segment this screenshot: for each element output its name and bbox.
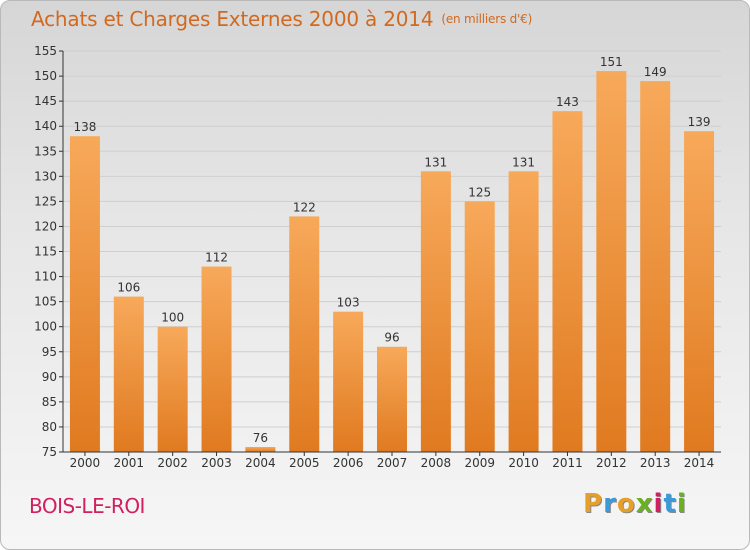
y-tick-label: 155 — [34, 44, 57, 58]
data-label-2001: 106 — [117, 281, 140, 295]
brand-letter: r — [603, 489, 617, 519]
y-tick-label: 85 — [42, 395, 57, 409]
x-tick-label: 2001 — [114, 456, 145, 470]
chart-title: Achats et Charges Externes 2000 à 2014 (e… — [31, 7, 532, 31]
bar-2001 — [113, 296, 144, 452]
x-tick-label: 2009 — [464, 456, 495, 470]
x-tick-label: 2011 — [552, 456, 583, 470]
labels: 75 80 85 90 95 100 105 110 115 120 125 130 135 140 145… — [34, 44, 714, 470]
x-tick-label: 2005 — [289, 456, 320, 470]
y-tick-label: 135 — [34, 144, 57, 158]
data-label-2003: 112 — [205, 251, 228, 265]
brand-letter: i — [653, 489, 664, 519]
y-tick-label: 100 — [34, 320, 57, 334]
bar-2005 — [289, 216, 320, 452]
bar-2013 — [640, 81, 671, 452]
commune-name: BOIS-LE-ROI — [29, 494, 145, 518]
x-tick-label: 2012 — [596, 456, 627, 470]
axes — [59, 50, 721, 456]
bars — [69, 71, 715, 453]
brand-letter: t — [663, 489, 677, 519]
brand-letter: o — [616, 489, 636, 519]
y-tick-label: 110 — [34, 270, 57, 284]
data-label-2010: 131 — [512, 155, 535, 169]
x-tick-label: 2002 — [157, 456, 188, 470]
y-tick-label: 75 — [42, 445, 57, 459]
brand-letter: P — [583, 489, 604, 519]
bar-2000 — [69, 136, 100, 452]
x-tick-label: 2000 — [70, 456, 101, 470]
bar-2008 — [420, 171, 451, 453]
y-tick-label: 140 — [34, 119, 57, 133]
y-tick-label: 80 — [42, 420, 57, 434]
data-label-2002: 100 — [161, 311, 184, 325]
x-tick-label: 2010 — [508, 456, 539, 470]
bar-2014 — [684, 131, 715, 452]
data-label-2005: 122 — [293, 200, 316, 214]
x-tick-label: 2013 — [640, 456, 671, 470]
data-label-2008: 131 — [424, 155, 447, 169]
y-tick-label: 90 — [42, 370, 57, 384]
x-tick-label: 2007 — [377, 456, 408, 470]
data-label-2004: 76 — [253, 431, 268, 445]
x-tick-label: 2003 — [201, 456, 232, 470]
data-label-2007: 96 — [384, 331, 399, 345]
y-tick-label: 130 — [34, 169, 57, 183]
bar-2010 — [508, 171, 539, 453]
y-tick-label: 115 — [34, 245, 57, 259]
y-tick-label: 105 — [34, 295, 57, 309]
data-label-2013: 149 — [644, 65, 667, 79]
x-tick-label: 2008 — [421, 456, 452, 470]
bar-2002 — [157, 326, 188, 452]
chart-unit: (en milliers d'€) — [441, 12, 533, 26]
y-tick-label: 150 — [34, 69, 57, 83]
data-label-2009: 125 — [468, 185, 491, 199]
bar-2009 — [464, 201, 495, 452]
y-tick-label: 120 — [34, 219, 57, 233]
bar-2006 — [333, 311, 364, 452]
bar-2007 — [377, 346, 407, 452]
x-tick-label: 2004 — [245, 456, 276, 470]
bar-2012 — [596, 71, 627, 453]
x-tick-label: 2014 — [684, 456, 715, 470]
bar-2004 — [245, 446, 276, 452]
data-label-2012: 151 — [600, 55, 623, 69]
y-tick-label: 95 — [42, 345, 57, 359]
bar-2011 — [552, 111, 583, 453]
data-label-2011: 143 — [556, 95, 579, 109]
brand-letter: i — [676, 489, 687, 519]
proxiti-logo: Proxiti — [583, 489, 687, 519]
data-label-2014: 139 — [688, 115, 711, 129]
y-tick-label: 145 — [34, 94, 57, 108]
bar-2003 — [201, 266, 232, 452]
data-label-2000: 138 — [73, 120, 96, 134]
data-label-2006: 103 — [337, 296, 360, 310]
chart-title-text: Achats et Charges Externes 2000 à 2014 — [31, 7, 434, 31]
x-tick-label: 2006 — [333, 456, 364, 470]
y-tick-label: 125 — [34, 194, 57, 208]
brand-letter: x — [635, 489, 654, 519]
